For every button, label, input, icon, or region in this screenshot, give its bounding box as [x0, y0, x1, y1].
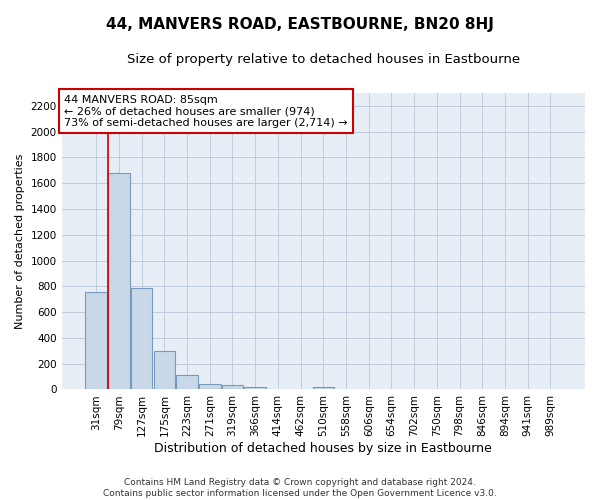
Bar: [176, 376, 198, 390]
Bar: [131, 288, 152, 390]
Text: Contains HM Land Registry data © Crown copyright and database right 2024.
Contai: Contains HM Land Registry data © Crown c…: [103, 478, 497, 498]
Bar: [85, 292, 107, 390]
Title: Size of property relative to detached houses in Eastbourne: Size of property relative to detached ho…: [127, 52, 520, 66]
Bar: [313, 387, 334, 390]
X-axis label: Distribution of detached houses by size in Eastbourne: Distribution of detached houses by size …: [154, 442, 492, 455]
Bar: [154, 351, 175, 390]
Bar: [244, 386, 266, 390]
Bar: [199, 384, 221, 390]
Bar: [108, 173, 130, 390]
Text: 44 MANVERS ROAD: 85sqm
← 26% of detached houses are smaller (974)
73% of semi-de: 44 MANVERS ROAD: 85sqm ← 26% of detached…: [64, 94, 348, 128]
Y-axis label: Number of detached properties: Number of detached properties: [15, 154, 25, 329]
Bar: [222, 386, 243, 390]
Text: 44, MANVERS ROAD, EASTBOURNE, BN20 8HJ: 44, MANVERS ROAD, EASTBOURNE, BN20 8HJ: [106, 18, 494, 32]
